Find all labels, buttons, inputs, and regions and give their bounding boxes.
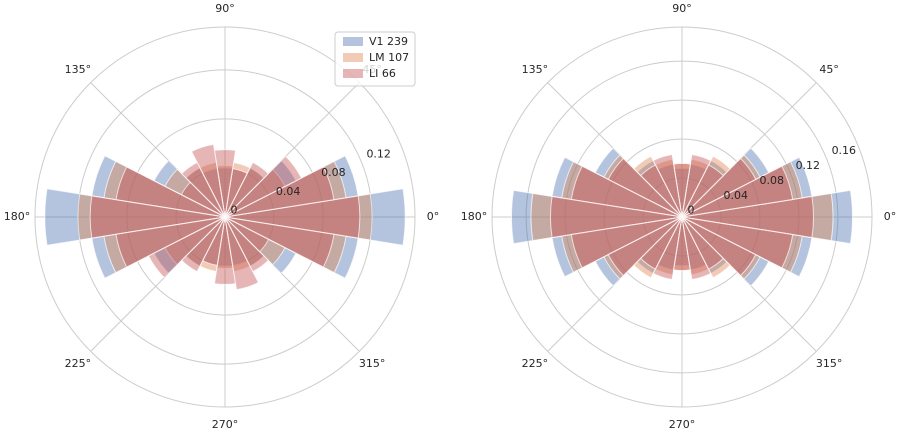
bar: [147, 216, 226, 279]
angle-tick-label: 180°: [4, 210, 31, 223]
angle-tick-label: 315°: [816, 357, 843, 370]
bar: [550, 195, 683, 239]
bar: [180, 161, 226, 218]
bar: [224, 161, 270, 218]
angle-tick-label: 45°: [819, 63, 839, 76]
legend-swatch: [343, 37, 363, 46]
bar: [681, 157, 757, 218]
bar: [681, 216, 794, 269]
bar: [681, 189, 853, 245]
radial-tick-label: 0: [688, 204, 695, 217]
angle-tick-label: 270°: [212, 418, 239, 431]
angle-tick-label: 0°: [427, 210, 440, 223]
bar: [44, 188, 226, 246]
bar: [607, 216, 683, 277]
bar: [652, 153, 683, 218]
bar: [224, 216, 270, 273]
radial-tick-label: 0.16: [832, 144, 857, 157]
radial-tick-label: 0.08: [321, 166, 346, 179]
legend-swatch: [343, 69, 363, 78]
angle-tick-label: 0°: [884, 210, 897, 223]
bar: [681, 192, 834, 242]
bar: [681, 216, 712, 281]
bar: [652, 216, 683, 281]
bar: [570, 216, 683, 269]
bar: [681, 165, 794, 218]
legend-label: LM 107: [369, 51, 409, 64]
radial-tick-label: 0: [231, 204, 238, 217]
bar: [224, 166, 335, 218]
bar: [77, 193, 226, 241]
legend: V1 239 LM 107 LI 66: [334, 31, 416, 87]
angle-tick-label: 225°: [522, 357, 549, 370]
angle-tick-label: 180°: [461, 210, 488, 223]
legend-label: V1 239: [369, 35, 408, 48]
angle-tick-label: 90°: [215, 2, 235, 15]
bar: [115, 216, 226, 268]
bar: [180, 216, 226, 273]
bar: [224, 188, 406, 246]
angle-tick-label: 135°: [65, 63, 92, 76]
polar-axes: 0° 45° 90° 135° 180° 225° 270° 315° 0 0.04 0.08 0.1…: [461, 2, 897, 431]
radial-tick-label: 0.04: [276, 185, 301, 198]
radial-tick-label: 0.04: [724, 189, 749, 202]
polar-axes: 0°45°90°135°180°225°270°315°00.040.080.1…: [4, 2, 440, 431]
bar: [190, 143, 226, 218]
angle-tick-label: 135°: [522, 63, 549, 76]
bar: [224, 155, 303, 218]
radial-tick-label: 0.12: [796, 159, 821, 172]
angle-tick-label: 315°: [359, 357, 386, 370]
bar: [224, 216, 260, 291]
radial-tick-label: 0.12: [366, 147, 391, 160]
angle-tick-label: 225°: [65, 357, 92, 370]
bar: [530, 192, 683, 242]
bar: [224, 216, 335, 268]
legend-frame: [334, 31, 416, 87]
bar: [89, 195, 226, 239]
bar: [681, 195, 814, 239]
bar: [681, 153, 712, 218]
bar: [511, 189, 683, 245]
bar: [224, 195, 361, 239]
radial-tick-label: 0.08: [760, 174, 785, 187]
angle-tick-label: 270°: [669, 418, 696, 431]
bar: [224, 193, 373, 241]
angle-tick-label: 90°: [672, 2, 692, 15]
legend-swatch: [343, 53, 363, 62]
legend-label: LI 66: [369, 67, 396, 80]
